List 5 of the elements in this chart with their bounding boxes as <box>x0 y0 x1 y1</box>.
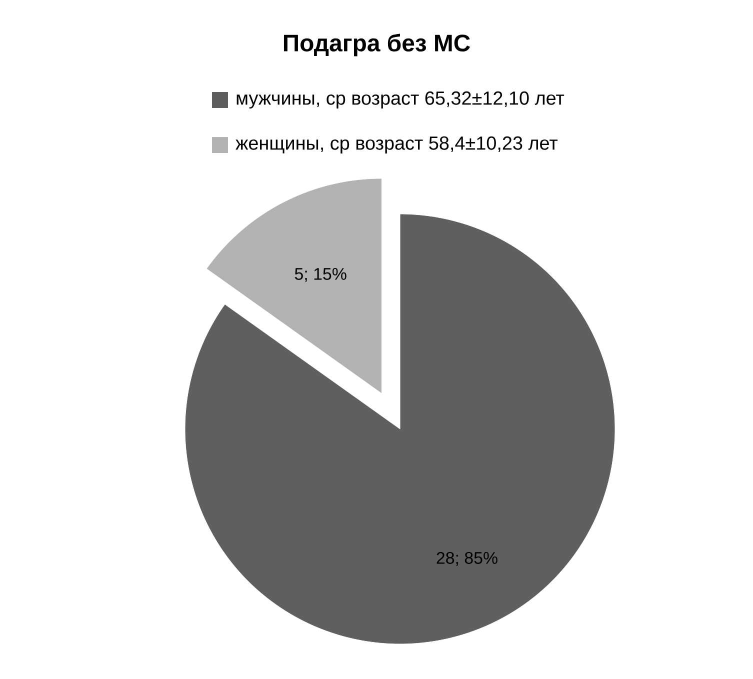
legend-label: женщины, ср возраст 58,4±10,23 лет <box>236 136 558 154</box>
chart-title: Подагра без МС <box>284 34 470 56</box>
legend-label: мужчины, ср возраст 65,32±12,10 лет <box>236 91 564 109</box>
data-label: 28; 85% <box>436 552 498 566</box>
data-label: 5; 15% <box>294 268 346 282</box>
